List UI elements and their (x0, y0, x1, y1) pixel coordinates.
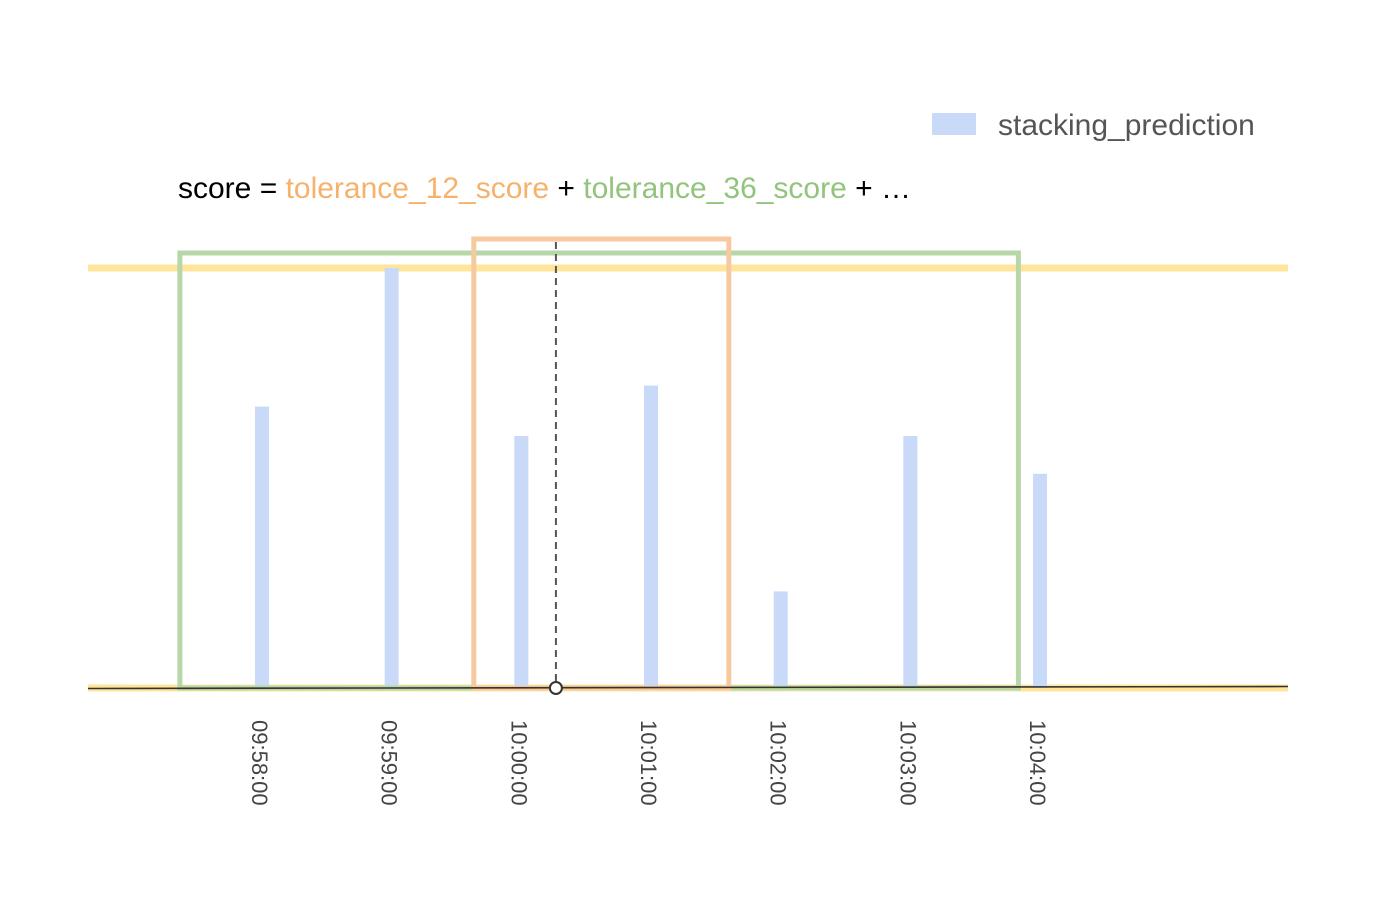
bar-10-01-00 (644, 385, 659, 688)
formula-term-1: tolerance_12_score (286, 172, 550, 205)
window-tolerance-12-score (471, 236, 732, 691)
x-tick-label: 10:01:00 (636, 720, 661, 806)
x-tick-label: 09:59:00 (377, 720, 402, 806)
bar-10-03-00 (903, 436, 918, 688)
bar-10-00-00 (514, 436, 529, 688)
bar-09-59-00 (384, 268, 399, 688)
formula-term-2: tolerance_36_score (583, 172, 847, 205)
formula-prefix: score = (178, 172, 286, 205)
legend-swatch (932, 113, 976, 135)
score-formula: score = tolerance_12_score + tolerance_3… (178, 172, 911, 205)
plot-area: 09:58:00 09:59:00 10:00:00 10:01:00 10:02:00… (87, 236, 1289, 806)
x-tick-label: 10:04:00 (1025, 720, 1050, 806)
bar-10-04-00 (1033, 473, 1048, 688)
formula-plus: + (549, 172, 583, 205)
window-tolerance-36-score (177, 250, 1021, 691)
x-tick-label: 10:03:00 (895, 720, 920, 806)
x-axis-line (87, 685, 1289, 690)
legend-label: stacking_prediction (998, 109, 1255, 142)
formula-suffix: + … (847, 172, 911, 205)
bar-09-58-00 (255, 406, 269, 688)
x-tick-label: 09:58:00 (247, 720, 272, 806)
bar-10-02-00 (773, 591, 788, 688)
x-tick-label: 10:02:00 (766, 720, 791, 806)
x-tick-label: 10:00:00 (506, 720, 531, 806)
event-marker-point (548, 681, 563, 695)
